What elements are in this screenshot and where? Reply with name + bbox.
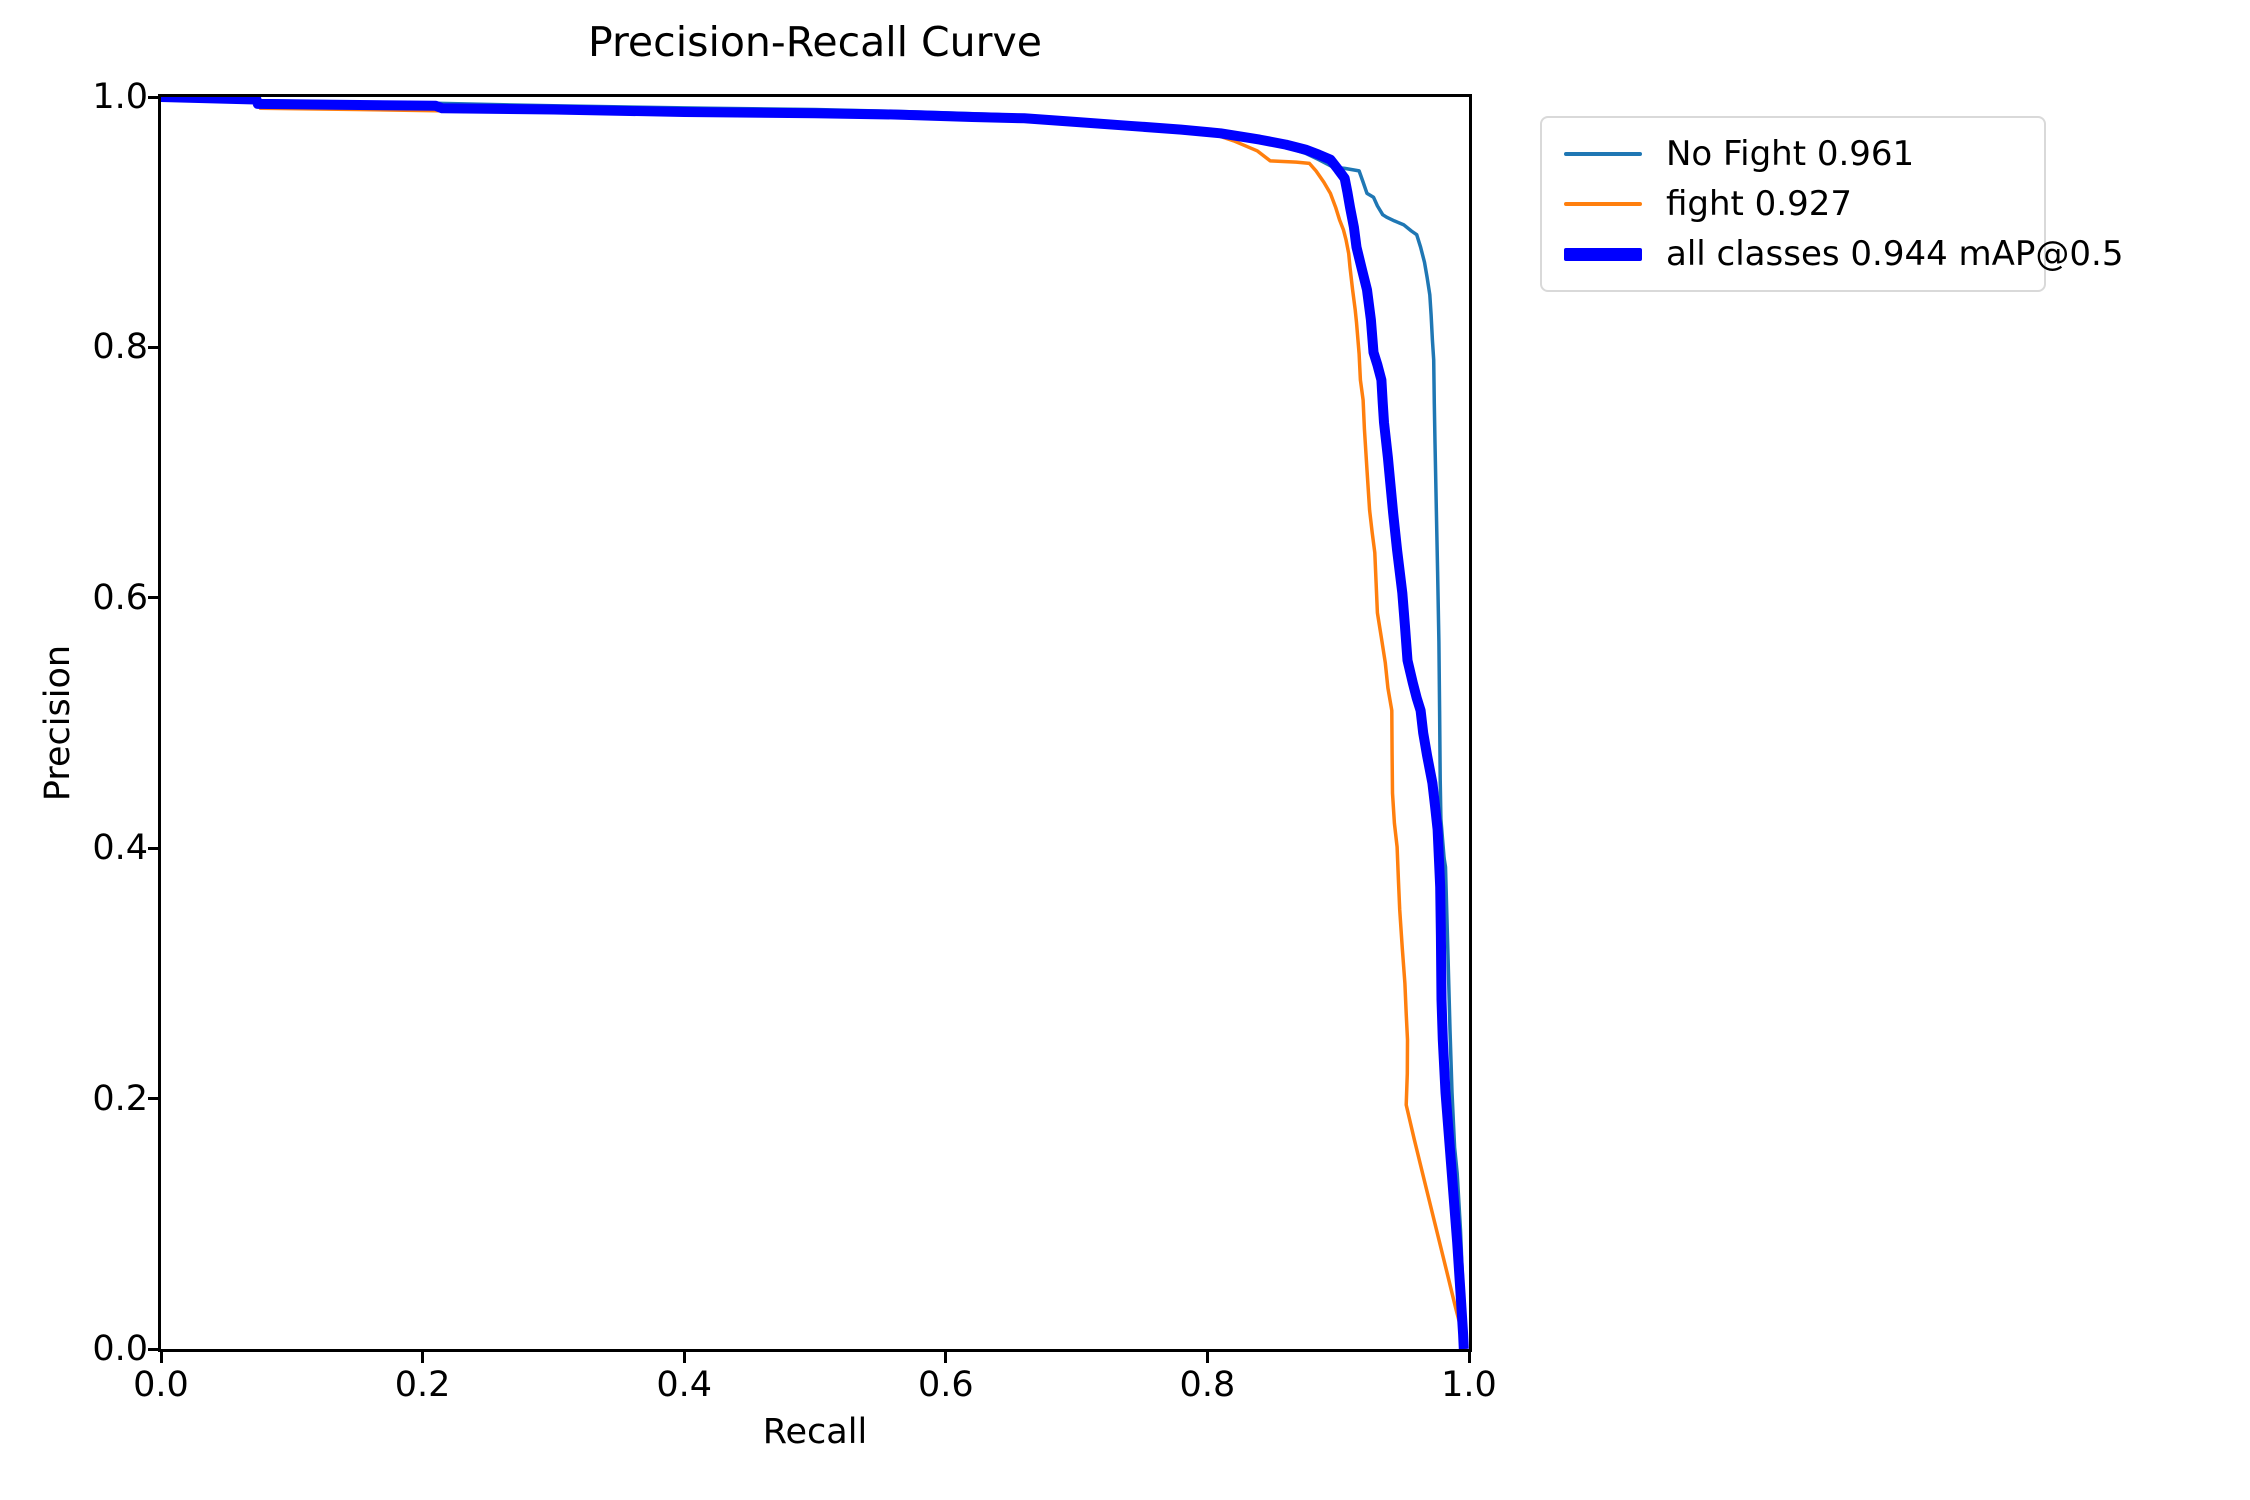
x-tick-label: 0.8 xyxy=(1179,1365,1236,1405)
legend: No Fight 0.961 fight 0.927 all classes 0.9… xyxy=(1540,116,2123,292)
x-tick-mark xyxy=(1467,1351,1471,1363)
x-tick-mark xyxy=(944,1351,948,1363)
y-tick-label: 0.2 xyxy=(92,1078,148,1119)
legend-line-sample xyxy=(1564,152,1642,156)
x-tick-mark xyxy=(1205,1351,1209,1363)
x-tick-label: 0.2 xyxy=(394,1365,451,1405)
y-tick-label: 0.0 xyxy=(92,1329,148,1369)
legend-line-sample xyxy=(1564,247,1642,261)
x-tick-label: 0.4 xyxy=(656,1365,713,1405)
y-tick-mark xyxy=(148,1097,160,1101)
y-tick-label: 0.4 xyxy=(92,828,148,869)
curve-no-fight xyxy=(161,97,1467,1349)
x-tick-label: 0.6 xyxy=(917,1365,974,1405)
y-tick-mark xyxy=(148,846,160,850)
legend-label: all classes 0.944 mAP@0.5 xyxy=(1666,234,2124,274)
y-tick-label: 0.8 xyxy=(92,327,148,368)
legend-item-no-fight: No Fight 0.961 xyxy=(1542,134,2044,174)
y-tick-mark xyxy=(148,596,160,600)
chart-title: Precision-Recall Curve xyxy=(587,18,1043,66)
x-tick-mark xyxy=(421,1351,425,1363)
curve-all-classes xyxy=(161,97,1469,1349)
y-tick-label: 0.6 xyxy=(92,577,148,618)
x-axis-label: Recall xyxy=(762,1412,868,1452)
legend-label: fight 0.927 xyxy=(1666,184,1853,224)
x-tick-mark xyxy=(159,1351,163,1363)
legend-label: No Fight 0.961 xyxy=(1666,134,1915,174)
y-tick-mark xyxy=(148,1347,160,1351)
legend-item-all-classes: all classes 0.944 mAP@0.5 xyxy=(1542,234,2123,274)
y-axis-label: Precision xyxy=(38,644,78,802)
y-tick-mark xyxy=(148,95,160,99)
legend-line-sample xyxy=(1564,202,1642,206)
y-tick-label: 1.0 xyxy=(92,77,148,117)
legend-item-fight: fight 0.927 xyxy=(1542,184,2044,224)
plot-area xyxy=(158,94,1472,1352)
curve-fight xyxy=(161,97,1467,1349)
y-tick-mark xyxy=(148,345,160,349)
x-tick-mark xyxy=(682,1351,686,1363)
x-tick-label: 0.0 xyxy=(133,1365,189,1405)
x-tick-label: 1.0 xyxy=(1441,1365,1497,1405)
